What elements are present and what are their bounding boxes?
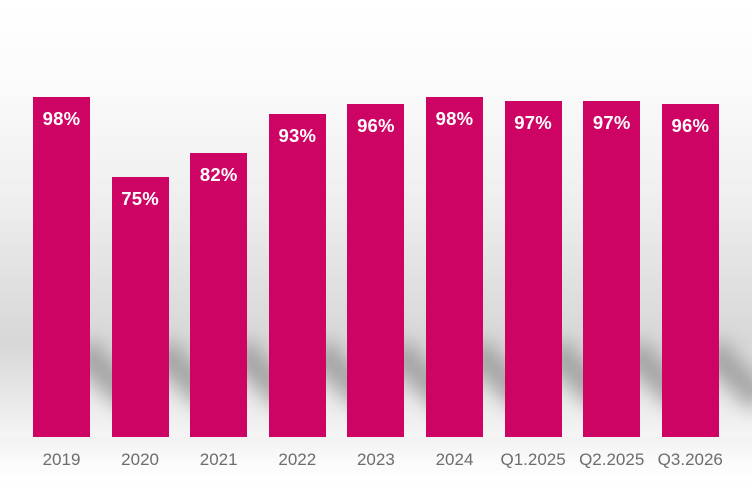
x-axis: 2019 2020 2021 2022 2023 2024 Q1.2025 Q2.2025 Q3…: [0, 437, 752, 485]
bar-value-label: 97%: [592, 112, 631, 133]
bar-value-label: 82%: [199, 164, 238, 185]
bar: 98%: [33, 97, 90, 437]
x-axis-label: 2024: [435, 450, 474, 469]
bar: 93%: [268, 114, 326, 437]
bar-value-label: 98%: [435, 108, 474, 129]
bar: 82%: [190, 153, 248, 437]
x-axis-label: 2021: [199, 450, 238, 469]
bar: 97%: [504, 101, 562, 437]
bar-value-label: 96%: [357, 115, 395, 136]
bar: 97%: [583, 101, 641, 437]
chart-plot-area: 98% 75% 82% 93% 96% 98% 97% 97% 96%: [0, 0, 752, 437]
bar: 96%: [347, 104, 405, 437]
bar-value-label: 97%: [514, 112, 552, 133]
bar-value-label: 96%: [671, 115, 710, 136]
x-axis-label: 2020: [121, 450, 159, 469]
x-axis-label: Q2.2025: [579, 450, 645, 469]
x-axis-label: Q1.2025: [500, 450, 566, 469]
bar: 75%: [111, 177, 169, 437]
x-axis-label: Q3.2026: [657, 450, 723, 469]
bar-value-label: 93%: [278, 125, 317, 146]
x-axis-label: 2022: [278, 450, 317, 469]
bar-value-label: 98%: [42, 108, 81, 129]
x-axis-label: 2023: [356, 450, 395, 469]
bar-value-label: 75%: [121, 188, 159, 209]
x-axis-label: 2019: [42, 450, 81, 469]
bar: 96%: [661, 104, 719, 437]
bar: 98%: [426, 97, 483, 437]
